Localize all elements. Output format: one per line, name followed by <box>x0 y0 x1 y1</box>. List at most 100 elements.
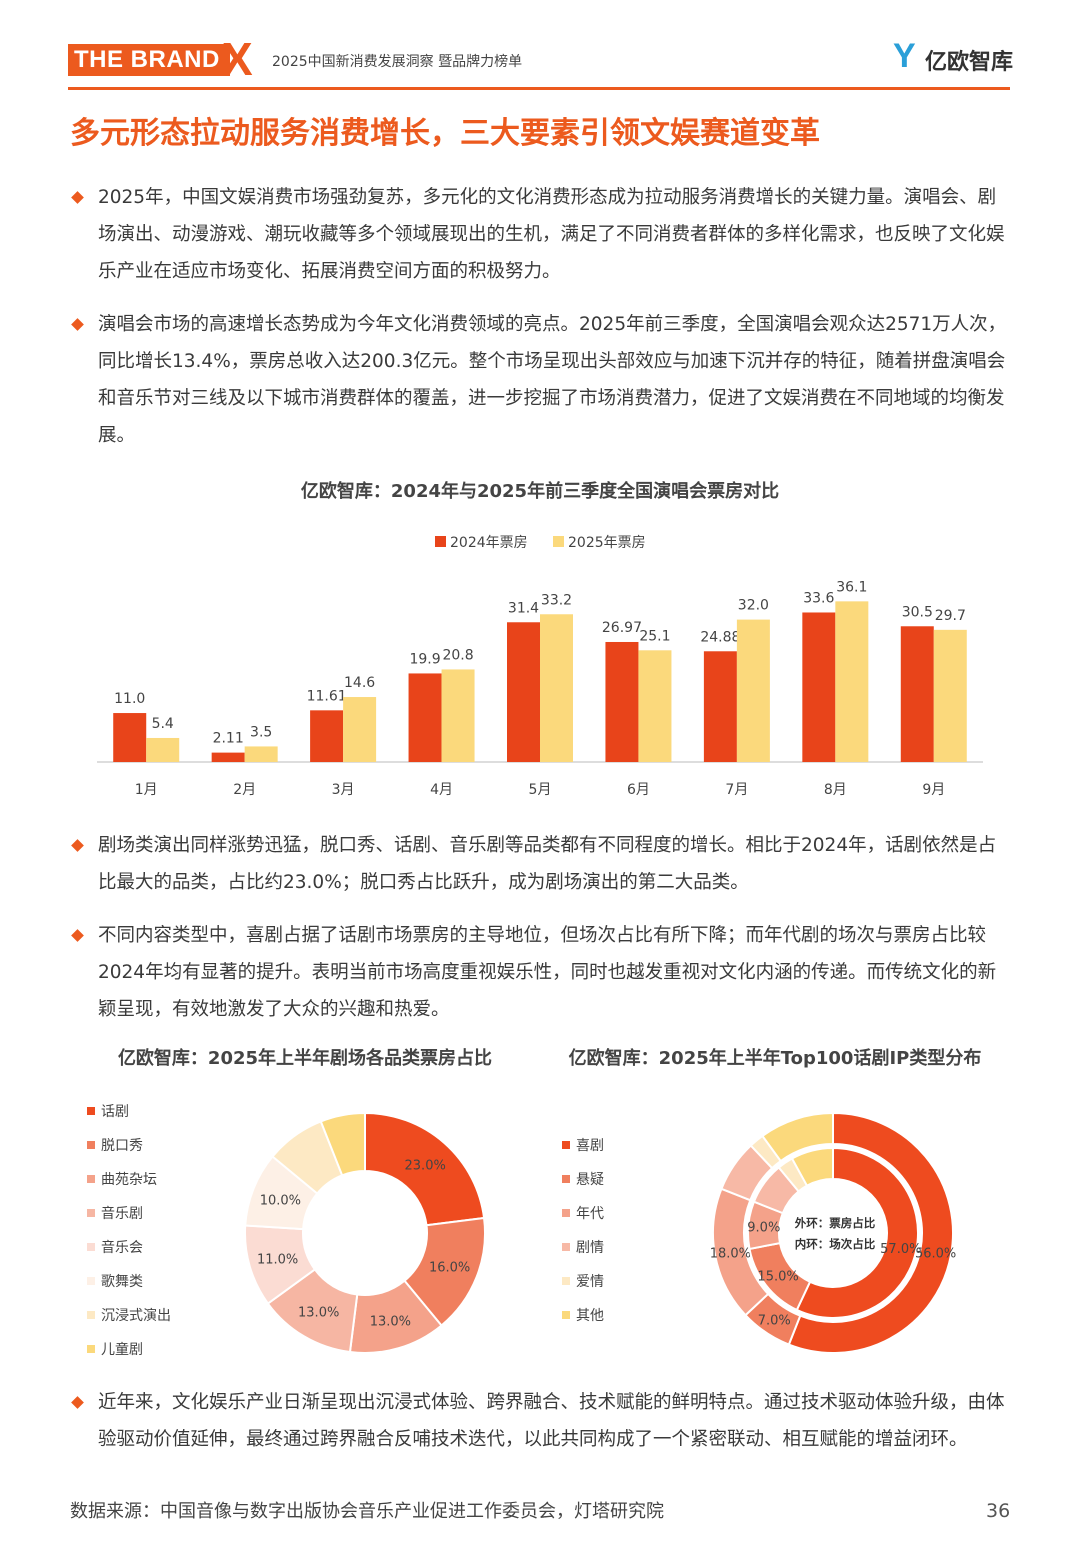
bullet <box>71 318 84 331</box>
legend-swatch <box>562 1277 570 1285</box>
legend-label: 脱口秀 <box>101 1138 143 1154</box>
legend-label: 喜剧 <box>576 1138 604 1154</box>
x-tick-label: 1月 <box>135 782 158 798</box>
data-label: 11.0 <box>114 691 145 707</box>
data-label: 32.0 <box>738 598 769 614</box>
bar <box>146 737 180 762</box>
donut-slice <box>364 1111 486 1227</box>
legend-label: 沉浸式演出 <box>101 1308 171 1324</box>
brand-mark: X <box>222 33 253 85</box>
legend-swatch <box>562 1311 570 1319</box>
legend-label: 爱情 <box>576 1274 604 1290</box>
x-tick-label: 8月 <box>824 782 847 798</box>
data-label: 15.0% <box>757 1270 798 1285</box>
ring-caption: 内环：场次占比 <box>795 1237 876 1251</box>
bar <box>310 710 344 762</box>
data-label: 2.11 <box>213 731 244 747</box>
bar <box>736 619 770 762</box>
bar <box>605 641 639 762</box>
data-label: 13.0% <box>370 1314 411 1329</box>
donut-slice <box>761 1111 834 1163</box>
data-label: 33.2 <box>541 592 572 608</box>
legend-label: 音乐剧 <box>101 1205 143 1222</box>
legend-swatch <box>87 1107 95 1115</box>
x-tick-label: 5月 <box>529 782 552 798</box>
data-label: 16.0% <box>429 1260 470 1275</box>
legend-label: 歌舞类 <box>101 1274 143 1290</box>
bullet <box>71 1396 84 1409</box>
donut-slice <box>795 1146 919 1319</box>
logo-icon: Y <box>893 37 916 75</box>
data-label: 26.97 <box>602 620 642 636</box>
bar <box>703 651 737 762</box>
donut-slice <box>787 1111 955 1354</box>
charts: 亿欧智库：2024年与2025年前三季度全国演唱会票房对比 2024年票房 2025… <box>87 480 983 1358</box>
legend-swatch <box>562 1141 570 1149</box>
legend-label: 话剧 <box>101 1104 129 1120</box>
bar <box>540 614 573 762</box>
header-rule <box>68 87 1010 90</box>
x-tick-label: 7月 <box>725 782 748 798</box>
data-label: 36.1 <box>836 579 867 595</box>
legend-swatch <box>87 1175 95 1183</box>
legend-label: 悬疑 <box>576 1172 604 1188</box>
legend-swatch <box>87 1141 95 1149</box>
bar <box>113 713 147 762</box>
data-label: 11.61 <box>307 688 347 704</box>
legend-label: 曲苑杂坛 <box>101 1172 157 1188</box>
data-label: 24.88 <box>700 629 740 645</box>
data-label: 14.6 <box>344 675 375 691</box>
bar <box>802 612 836 762</box>
legend-label: 剧情 <box>576 1240 604 1256</box>
bar <box>408 673 442 762</box>
data-label: 23.0% <box>405 1159 446 1174</box>
bar <box>900 626 934 762</box>
chart-title: 亿欧智库：2025年上半年Top100话剧IP类型分布 <box>569 1047 982 1069</box>
logo: 亿欧智库 <box>925 50 1014 75</box>
ring-caption: 外环：票房占比 <box>794 1216 876 1230</box>
source: 数据来源：中国音像与数字出版协会音乐产业促进工作委员会，灯塔研究院 <box>70 1501 664 1522</box>
paragraph: 近年来，文化娱乐产业日渐呈现出沉浸式体验、跨界融合、技术赋能的鲜明特点。通过技术… <box>98 1392 1005 1450</box>
bar <box>507 622 540 762</box>
x-tick-label: 3月 <box>332 782 355 798</box>
data-label: 10.0% <box>260 1194 301 1209</box>
bar <box>244 746 278 762</box>
data-label: 33.6 <box>803 590 834 606</box>
chart-title: 亿欧智库：2024年与2025年前三季度全国演唱会票房对比 <box>301 480 779 502</box>
legend-label: 2024年票房 <box>450 535 528 551</box>
bar <box>441 669 475 762</box>
donut-slice <box>790 1146 834 1188</box>
legend-swatch <box>435 536 446 547</box>
paragraph: 2025年，中国文娱消费市场强劲复苏，多元化的文化消费形态成为拉动服务消费增长的… <box>98 187 1005 282</box>
data-label: 25.1 <box>639 628 670 644</box>
legend-label: 年代 <box>576 1206 604 1222</box>
bar <box>835 601 869 762</box>
paragraph: 不同内容类型中，喜剧占据了话剧市场票房的主导地位，但场次占比有所下降；而年代剧的… <box>98 925 997 1020</box>
legend-swatch <box>87 1277 95 1285</box>
legend-swatch <box>87 1243 95 1251</box>
legend-swatch <box>87 1209 95 1217</box>
data-label: 20.8 <box>442 647 473 663</box>
data-label: 7.0% <box>758 1313 791 1328</box>
data-label: 29.7 <box>935 608 966 624</box>
bar <box>343 697 377 762</box>
x-tick-label: 4月 <box>430 782 453 798</box>
data-label: 31.4 <box>508 600 539 616</box>
legend-label: 儿童剧 <box>101 1341 143 1358</box>
data-label: 5.4 <box>152 716 174 732</box>
bar <box>933 629 967 762</box>
page-title: 多元形态拉动服务消费增长，三大要素引领文娱赛道变革 <box>70 116 820 151</box>
x-tick-label: 2月 <box>233 782 256 798</box>
report-name: 2025中国新消费发展洞察 暨品牌力榜单 <box>272 54 523 70</box>
legend-swatch <box>87 1311 95 1319</box>
data-label: 18.0% <box>710 1247 751 1262</box>
legend-label: 其他 <box>576 1308 604 1324</box>
legend-swatch <box>562 1243 570 1251</box>
data-label: 11.0% <box>257 1252 298 1267</box>
data-label: 3.5 <box>250 724 272 740</box>
data-label: 19.9 <box>409 651 440 667</box>
legend-label: 音乐会 <box>101 1239 143 1256</box>
legend-swatch <box>87 1345 95 1353</box>
data-label: 56.0% <box>915 1247 956 1262</box>
